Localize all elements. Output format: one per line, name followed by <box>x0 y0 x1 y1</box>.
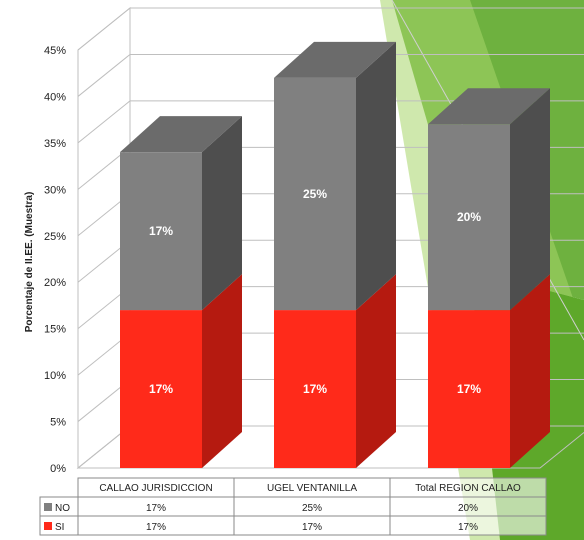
y-tick-label: 0% <box>50 463 66 475</box>
table-cell: 17% <box>302 522 322 533</box>
table-cell: 25% <box>302 503 322 514</box>
y-tick-label: 5% <box>50 417 66 429</box>
category-label: UGEL VENTANILLA <box>267 483 357 494</box>
y-tick-label: 25% <box>44 231 66 243</box>
legend-label: NO <box>55 503 70 514</box>
y-tick-label: 10% <box>44 370 66 382</box>
data-label: 17% <box>303 382 327 396</box>
bar-side-si <box>202 274 242 468</box>
data-label: 17% <box>149 382 173 396</box>
bar-side-si <box>510 274 550 468</box>
y-tick-label: 20% <box>44 277 66 289</box>
bar-segment-si <box>428 310 510 468</box>
table-cell: 17% <box>146 522 166 533</box>
legend-swatch-si <box>44 522 52 530</box>
data-table: CALLAO JURISDICCION UGEL VENTANILLA Total … <box>39 477 547 536</box>
legend-swatch-no <box>44 503 52 511</box>
legend-label: SI <box>55 522 64 533</box>
bar-side-no <box>202 116 242 311</box>
bar-side-si <box>356 274 396 468</box>
y-tick-label: 45% <box>44 45 66 57</box>
bars: 17% 17% 17% 25% 17% 20% <box>120 41 550 468</box>
bar-segment-no <box>274 77 356 311</box>
y-axis-title: Porcentaje de II.EE. (Muestra) <box>24 192 35 333</box>
bar-side-no <box>510 88 550 311</box>
table-cell: 20% <box>458 503 478 514</box>
data-label: 25% <box>303 187 327 201</box>
y-tick-label: 15% <box>44 324 66 336</box>
gridline <box>77 7 584 51</box>
bar-segment-no <box>120 152 202 311</box>
gridline <box>77 100 584 144</box>
y-axis: 0% 5% 10% 15% 20% 25% 30% 35% 40% 45% <box>44 45 66 475</box>
category-label: CALLAO JURISDICCION <box>99 483 212 494</box>
bar-segment-si <box>274 310 356 468</box>
bar-top <box>428 88 550 125</box>
table-cell: 17% <box>146 503 166 514</box>
y-tick-label: 30% <box>44 184 66 196</box>
bar-side-no <box>356 41 396 311</box>
category-label: Total REGION CALLAO <box>415 483 521 494</box>
bar-top <box>274 41 396 78</box>
y-tick-label: 35% <box>44 138 66 150</box>
bar-segment-no <box>428 124 510 311</box>
bar-segment-si <box>120 310 202 468</box>
data-label: 17% <box>149 224 173 238</box>
gridline <box>77 53 584 97</box>
table-cell: 17% <box>458 522 478 533</box>
table-frame <box>77 477 547 536</box>
data-label: 20% <box>457 210 481 224</box>
bar-top <box>120 116 242 153</box>
y-tick-label: 40% <box>44 91 66 103</box>
data-label: 17% <box>457 382 481 396</box>
